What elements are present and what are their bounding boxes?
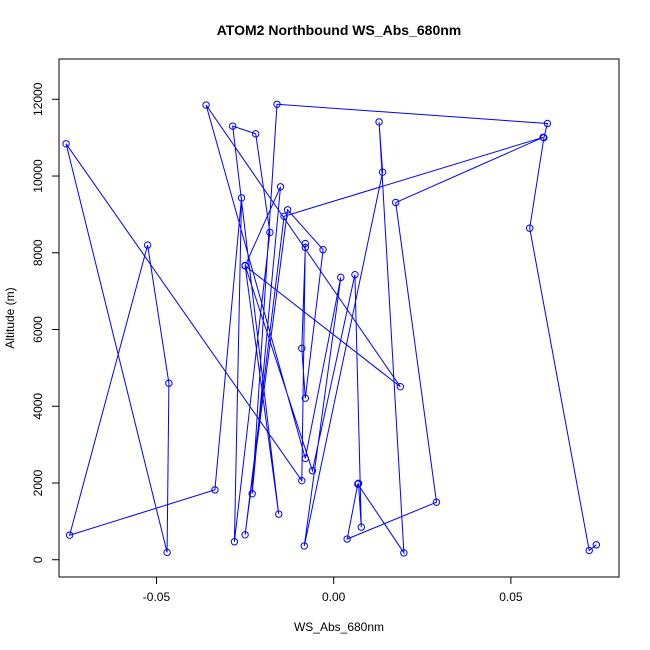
data-point <box>392 198 400 207</box>
data-point <box>163 548 171 557</box>
series-layer <box>62 100 601 557</box>
data-point <box>308 467 317 475</box>
data-point <box>65 531 74 539</box>
data-point <box>266 228 274 237</box>
data-point <box>539 133 547 141</box>
data-point <box>276 183 285 191</box>
y-axis-label: Altitude (m) <box>3 287 17 348</box>
data-point <box>237 194 246 202</box>
data-point <box>301 394 310 402</box>
data-point <box>252 130 260 138</box>
data-point <box>400 549 408 557</box>
data-point <box>319 246 327 254</box>
data-point <box>62 140 70 148</box>
data-point <box>241 261 249 270</box>
y-tick-label: 8000 <box>31 239 45 266</box>
y-tick-label: 10000 <box>31 159 45 193</box>
x-tick-label: 0.05 <box>499 590 523 604</box>
data-point <box>354 479 363 488</box>
x-axis-label: WS_Abs_680nm <box>294 620 384 634</box>
data-point <box>396 382 405 391</box>
x-tick-label: -0.05 <box>143 590 171 604</box>
y-tick-label: 2000 <box>31 469 45 496</box>
data-point <box>301 454 310 463</box>
y-axis: 0 2000 4000 6000 8000 10000 12000 <box>31 82 60 563</box>
y-tick-label: 12000 <box>31 82 45 116</box>
data-point <box>378 168 387 176</box>
data-point <box>230 537 239 546</box>
data-point <box>273 100 281 108</box>
data-point <box>525 224 534 232</box>
x-axis: -0.05 0.00 0.05 <box>143 576 523 604</box>
chart-title: ATOM2 Northbound WS_Abs_680nm <box>217 22 462 38</box>
data-point <box>432 498 441 506</box>
data-point <box>343 535 351 543</box>
data-point <box>585 546 593 555</box>
data-point <box>351 270 359 279</box>
data-point <box>298 476 306 485</box>
series-line <box>65 103 597 555</box>
data-point <box>165 379 173 387</box>
data-point <box>280 212 288 221</box>
data-point <box>300 542 308 550</box>
data-point <box>337 273 345 282</box>
data-point <box>357 523 366 531</box>
data-point <box>354 480 362 488</box>
data-point <box>143 241 152 249</box>
data-point <box>202 101 210 109</box>
data-point <box>375 118 383 126</box>
data-point <box>211 486 219 494</box>
data-point <box>298 344 306 353</box>
data-point <box>275 510 283 518</box>
y-tick-label: 6000 <box>31 316 45 343</box>
data-point <box>301 239 310 248</box>
y-tick-label: 4000 <box>31 393 45 420</box>
x-tick-label: 0.00 <box>322 590 346 604</box>
data-point <box>248 490 256 498</box>
data-point <box>228 122 237 130</box>
data-point <box>301 243 310 252</box>
y-tick-label: 0 <box>31 556 45 563</box>
data-point <box>283 206 292 214</box>
data-point <box>241 531 249 539</box>
data-point <box>543 119 552 128</box>
plot-area-frame <box>58 58 620 578</box>
data-point <box>592 541 601 549</box>
